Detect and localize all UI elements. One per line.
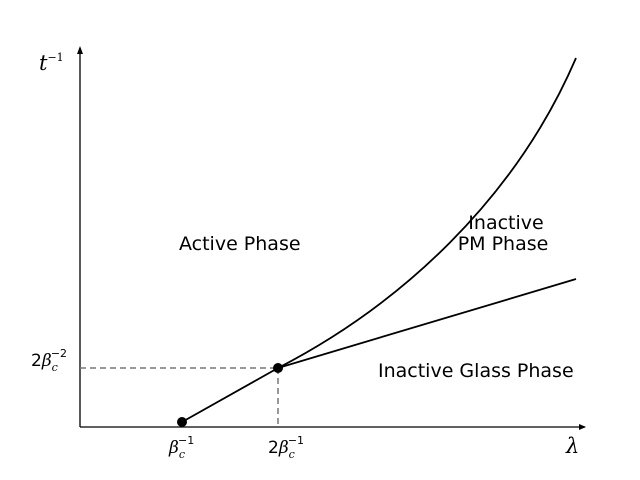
y-tick-label-1: 2βc−2 [31,347,67,374]
lower-boundary-line [181,367,279,423]
x-axis-label: λ [565,434,579,458]
y-axis-label: t−1 [39,51,64,75]
y-axis-arrowhead [77,46,83,54]
inactive-pm-label-line1: Inactive [468,212,543,234]
x-axis-arrowhead [579,424,586,430]
inactive-pm-label-line2: PM Phase [458,233,549,255]
x-tick-label-2: 2βc−1 [268,434,304,461]
critical-point-low [177,417,187,427]
x-tick-label-1: βc−1 [168,434,194,461]
pm-boundary-curve [277,57,577,369]
inactive-glass-label: Inactive Glass Phase [378,360,574,382]
critical-point-junction [273,363,283,373]
active-phase-label: Active Phase [179,233,301,255]
glass-boundary-line [277,278,577,369]
